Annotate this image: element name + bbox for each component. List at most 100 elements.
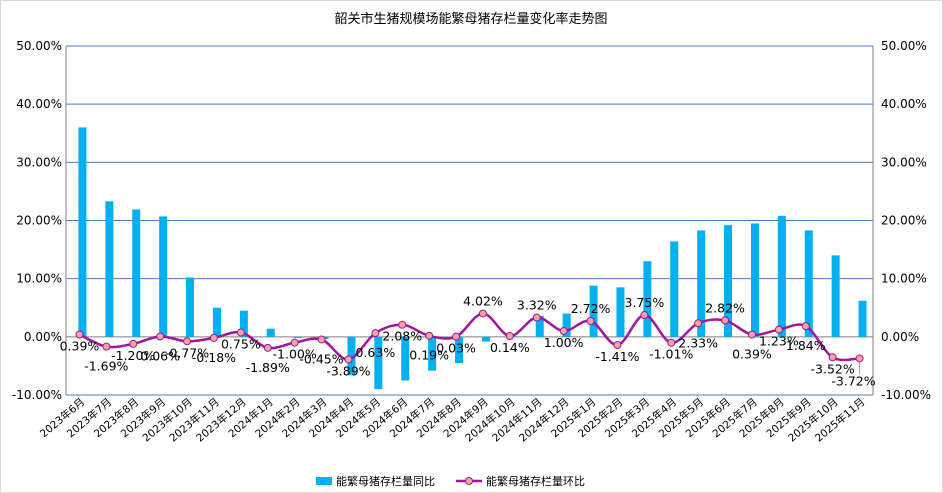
legend-bar-swatch	[316, 477, 332, 485]
line-marker	[344, 355, 353, 364]
bar	[105, 201, 114, 337]
bar	[293, 336, 302, 338]
bar	[724, 225, 733, 337]
data-label: 0.75%	[221, 336, 261, 351]
line-marker	[290, 338, 299, 347]
data-label: 1.84%	[786, 338, 826, 353]
line-marker	[774, 325, 783, 334]
y-left-tick-label: 50.00%	[16, 39, 62, 53]
bar	[481, 336, 490, 342]
bar	[266, 328, 275, 337]
line-marker	[586, 317, 595, 326]
data-label: -1.41%	[595, 349, 639, 364]
chart-title: 韶关市生猪规模场能繁母猪存栏量变化率走势图	[334, 11, 607, 27]
data-label: 2.33%	[678, 335, 718, 350]
data-label: 4.02%	[463, 293, 503, 308]
bar	[78, 127, 87, 337]
line-marker	[855, 354, 864, 363]
data-label: -0.77%	[165, 345, 209, 360]
data-label: 2.72%	[571, 301, 611, 316]
line-marker	[721, 316, 730, 325]
bar	[831, 255, 840, 337]
line-marker	[640, 311, 649, 320]
bar	[428, 336, 437, 371]
data-label: 0.19%	[409, 348, 449, 363]
y-left-tick-label: 30.00%	[16, 155, 62, 169]
bar	[455, 336, 464, 364]
data-label: 0.06%	[140, 348, 180, 363]
data-label: -3.52%	[811, 361, 855, 376]
data-label: -0.45%	[299, 351, 343, 366]
bar	[589, 285, 598, 337]
y-left-tick-label: 0.00%	[24, 330, 62, 344]
data-label: 2.08%	[382, 329, 422, 344]
bar	[616, 287, 625, 337]
line-marker	[667, 338, 676, 347]
bar	[212, 307, 221, 337]
line-marker	[694, 319, 703, 328]
data-label: -3.72%	[831, 373, 875, 388]
bar	[347, 336, 356, 375]
line-marker	[425, 331, 434, 340]
line-marker	[236, 328, 245, 337]
bar	[535, 315, 544, 337]
legend-line-label: 能繁母猪存栏量环比	[486, 474, 585, 488]
y-right-tick-label: 10.00%	[881, 272, 927, 286]
data-label: 0.39%	[732, 347, 772, 362]
bar	[132, 209, 141, 337]
data-label: 0.14%	[490, 340, 530, 355]
data-label: 3.75%	[624, 295, 664, 310]
data-label: -1.20%	[111, 348, 155, 363]
legend-line-marker	[465, 477, 473, 485]
legend: 能繁母猪存栏量同比 能繁母猪存栏量环比	[316, 474, 585, 488]
line-marker	[102, 342, 111, 351]
line-marker	[156, 332, 165, 341]
line-marker	[75, 330, 84, 339]
line-marker	[747, 330, 756, 339]
line-marker	[613, 341, 622, 350]
bar	[374, 336, 383, 390]
line-marker	[371, 329, 380, 338]
data-label: 3.32%	[517, 298, 557, 313]
line-marker	[478, 309, 487, 318]
data-label: 1.23%	[759, 334, 799, 349]
y-left-tick-label: 10.00%	[16, 272, 62, 286]
line-marker	[559, 327, 568, 336]
bar	[159, 216, 168, 337]
y-right-tick-label: -10.00%	[881, 388, 931, 402]
line-marker	[801, 322, 810, 331]
bar	[186, 277, 195, 337]
y-right-tick-label: 50.00%	[881, 39, 927, 53]
bar	[777, 215, 786, 337]
data-label: -1.69%	[84, 359, 128, 374]
line-marker	[183, 337, 192, 346]
bar	[858, 300, 867, 337]
data-label: 0.63%	[355, 345, 395, 360]
line-marker	[398, 320, 407, 329]
legend-bar-label: 能繁母猪存栏量同比	[336, 474, 435, 488]
data-label: -1.00%	[273, 347, 317, 362]
line-marker	[505, 332, 514, 341]
y-right-tick-label: 30.00%	[881, 155, 927, 169]
bar	[750, 223, 759, 337]
data-label: -1.89%	[246, 360, 290, 375]
y-right-tick-label: 20.00%	[881, 214, 927, 228]
bar	[670, 241, 679, 337]
line-marker	[209, 333, 218, 342]
y-left-tick-label: 40.00%	[16, 97, 62, 111]
line-marker	[263, 343, 272, 352]
line-marker	[828, 353, 837, 362]
bar	[697, 230, 706, 337]
y-right-tick-label: 40.00%	[881, 97, 927, 111]
bar	[562, 313, 571, 337]
line-marker	[317, 335, 326, 344]
data-label: -3.89%	[326, 363, 370, 378]
data-label: -1.01%	[649, 347, 693, 362]
data-label: 1.00%	[544, 335, 584, 350]
y-left-tick-label: 20.00%	[16, 214, 62, 228]
line-marker	[452, 332, 461, 341]
data-label: 0.39%	[60, 339, 100, 354]
bar	[804, 230, 813, 337]
